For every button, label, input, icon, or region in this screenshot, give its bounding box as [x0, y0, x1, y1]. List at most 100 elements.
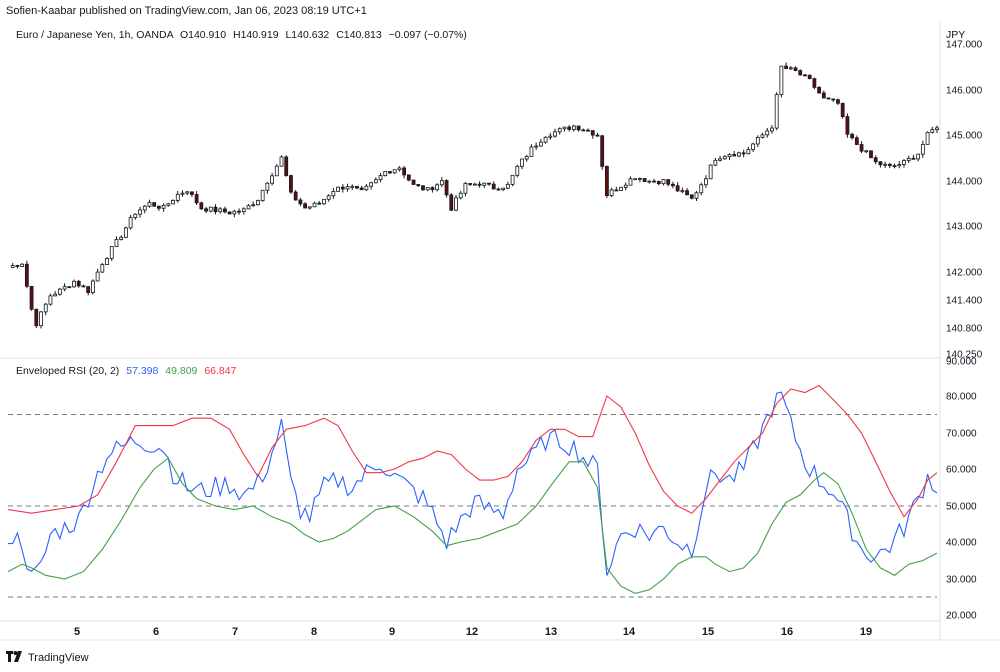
rsi-indicator-name[interactable]: Enveloped RSI (20, 2) — [16, 365, 120, 377]
candle-body — [732, 154, 737, 157]
rsi-axis[interactable]: 90.000 80.000 70.000 60.000 50.000 40.000 30.0… — [946, 357, 977, 622]
candle-body — [345, 186, 350, 190]
candle-body — [194, 194, 199, 204]
time-tick-label: 6 — [153, 626, 159, 638]
candle-body — [227, 211, 232, 215]
candle-body — [109, 246, 114, 259]
candle-body — [171, 200, 175, 205]
candle-body — [812, 78, 817, 88]
candle-body — [543, 136, 548, 143]
candle-body — [878, 161, 883, 166]
candle-body — [472, 183, 477, 186]
candle-body — [887, 163, 892, 167]
candle-body — [392, 169, 397, 174]
candle-body — [713, 159, 718, 166]
candle-body — [671, 183, 675, 187]
candle-body — [232, 210, 237, 215]
price-tick-label: 140.800 — [946, 324, 983, 335]
rsi-line — [7, 391, 938, 576]
candle-body — [43, 303, 48, 313]
candle-body — [817, 86, 822, 94]
candle-body — [892, 165, 897, 168]
price-tick-label: 140.250 — [946, 350, 983, 361]
candle-body — [190, 191, 194, 195]
candle-body — [770, 127, 774, 132]
candle-body — [62, 286, 67, 290]
candle-body — [444, 180, 449, 196]
time-axis[interactable]: 5 6 7 8 9 12 13 14 15 16 19 — [74, 626, 872, 638]
lower-envelope-value: 49.809 — [165, 365, 198, 377]
candle-body — [538, 141, 543, 147]
upper-envelope-value: 66.847 — [204, 365, 237, 377]
candle-body — [553, 131, 557, 137]
candle-body — [223, 208, 227, 213]
rsi-tick-label: 40.000 — [946, 538, 977, 549]
price-tick-label: 141.400 — [946, 296, 983, 307]
candle-body — [666, 179, 671, 185]
lower-envelope-line — [7, 457, 938, 594]
candle-body — [435, 184, 440, 191]
time-tick-label: 5 — [74, 626, 80, 638]
candle-body — [854, 137, 859, 145]
candle-body — [685, 190, 689, 196]
candle-body — [694, 192, 699, 199]
currency-label: JPY — [946, 29, 966, 41]
candle-body — [864, 150, 869, 153]
time-tick-label: 14 — [623, 626, 636, 638]
candle-body — [902, 160, 906, 165]
candle-body — [157, 205, 161, 209]
candle-body — [906, 157, 911, 161]
candle-body — [661, 179, 666, 185]
candle-body — [86, 286, 91, 293]
time-tick-label: 9 — [389, 626, 395, 638]
candle-body — [614, 189, 619, 192]
candle-body — [600, 135, 605, 167]
candle-body — [883, 163, 888, 166]
candle-body — [784, 65, 788, 69]
candle-body — [704, 178, 708, 186]
candle-body — [930, 129, 935, 133]
candle-body — [920, 143, 925, 155]
candle-body — [468, 183, 473, 185]
time-tick-label: 8 — [311, 626, 317, 638]
candle-body — [265, 182, 270, 191]
candle-body — [623, 184, 628, 188]
candle-body — [397, 167, 402, 171]
candle-body — [72, 280, 76, 288]
candle-body — [515, 165, 520, 176]
candle-body — [81, 285, 86, 288]
candle-body — [411, 179, 416, 185]
candle-body — [34, 308, 39, 327]
candle-body — [406, 174, 411, 181]
candle-body — [307, 206, 312, 209]
candle-body — [48, 295, 53, 305]
candle-body — [779, 65, 784, 95]
candle-body — [57, 288, 62, 295]
candle-body — [185, 191, 190, 194]
candle-body — [67, 286, 72, 289]
candle-body — [449, 194, 454, 211]
tradingview-logo-icon — [6, 651, 24, 665]
candle-body — [260, 189, 265, 201]
candle-body — [133, 213, 138, 218]
candle-body — [218, 208, 223, 213]
candle-body — [803, 74, 807, 77]
symbol-label[interactable]: Euro / Japanese Yen, 1h, OANDA — [16, 29, 174, 41]
candle-body — [675, 185, 680, 192]
candle-body — [147, 202, 152, 207]
rsi-tick-label: 30.000 — [946, 575, 977, 586]
candle-body — [581, 129, 586, 132]
candle-body — [95, 271, 100, 282]
candle-body — [340, 186, 345, 190]
candle-body — [718, 158, 722, 161]
candle-body — [20, 263, 25, 267]
candle-body — [251, 204, 256, 207]
price-axis[interactable]: 147.000 146.000 145.000 144.000 143.000 142.0… — [946, 40, 983, 361]
time-tick-label: 16 — [781, 626, 793, 638]
candle-body — [826, 97, 831, 100]
candle-body — [364, 185, 369, 191]
tradingview-branding[interactable]: TradingView — [6, 651, 89, 665]
price-tick-label: 142.000 — [946, 268, 983, 279]
low-value: L140.632 — [285, 29, 330, 41]
